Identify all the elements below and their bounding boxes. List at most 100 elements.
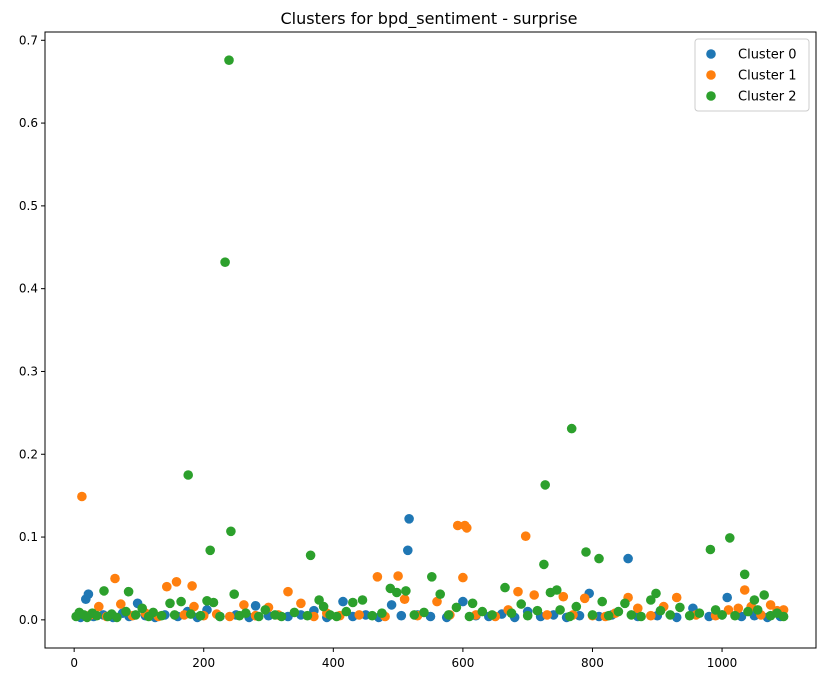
- cluster-0-point: [83, 589, 94, 599]
- cluster-2-point: [540, 480, 550, 490]
- cluster-2-point: [506, 608, 517, 618]
- cluster-2-point: [121, 606, 131, 617]
- y-tick-label: 0.7: [19, 33, 38, 47]
- cluster-2-point: [260, 605, 271, 615]
- cluster-1-point: [432, 596, 442, 607]
- cluster-2-point: [435, 589, 446, 599]
- cluster-2-point: [276, 611, 287, 622]
- y-tick-label: 0.5: [19, 199, 38, 213]
- cluster-2-point: [226, 526, 236, 537]
- cluster-1-point: [77, 491, 87, 502]
- y-tick-label: 0.0: [19, 613, 38, 627]
- cluster-2-point: [99, 586, 109, 596]
- cluster-2-point: [341, 606, 352, 617]
- cluster-2-point: [778, 611, 789, 622]
- cluster-2-point: [655, 605, 666, 616]
- cluster-1-point: [579, 593, 590, 604]
- legend-label: Cluster 2: [738, 90, 797, 105]
- cluster-2-point: [229, 589, 239, 599]
- cluster-1-point: [671, 592, 682, 603]
- legend: Cluster 0 Cluster 1 Cluster 2: [694, 38, 810, 112]
- legend-marker: [706, 49, 716, 59]
- cluster-2-point: [137, 603, 147, 614]
- cluster-2-point: [636, 611, 646, 622]
- cluster-2-point: [555, 605, 565, 615]
- cluster-2-point: [597, 596, 607, 607]
- cluster-1-point: [513, 586, 523, 597]
- cluster-2-point: [603, 610, 614, 621]
- cluster-0-point: [404, 514, 414, 524]
- cluster-2-point: [581, 547, 591, 557]
- cluster-2-point: [613, 606, 624, 617]
- cluster-1-point: [452, 520, 463, 531]
- cluster-2-point: [165, 598, 175, 609]
- cluster-2-point: [208, 597, 219, 608]
- cluster-1-point: [529, 590, 539, 600]
- cluster-2-point: [156, 610, 167, 621]
- cluster-1-point: [94, 601, 104, 612]
- cluster-2-point: [710, 605, 721, 615]
- cluster-2-point: [409, 610, 420, 620]
- cluster-2-point: [759, 590, 769, 600]
- cluster-2-point: [665, 610, 675, 620]
- cluster-1-point: [542, 610, 552, 620]
- cluster-1-point: [733, 603, 744, 614]
- plot-frame: [44, 31, 817, 649]
- cluster-2-point: [651, 588, 661, 599]
- cluster-1-point: [110, 573, 120, 584]
- cluster-2-point: [467, 598, 478, 609]
- cluster-1-point: [458, 572, 468, 583]
- cluster-2-point: [130, 610, 141, 620]
- cluster-1-point: [393, 571, 403, 581]
- cluster-2-point: [717, 610, 727, 620]
- cluster-2-point: [215, 611, 225, 622]
- cluster-2-point: [743, 606, 753, 617]
- y-tick-label: 0.1: [19, 530, 38, 544]
- chart-title: Clusters for bpd_sentiment - surprise: [280, 9, 577, 29]
- cluster-0-point: [250, 601, 261, 611]
- y-tick-label: 0.6: [19, 116, 38, 130]
- cluster-2-point: [451, 602, 462, 613]
- legend-box: [694, 38, 810, 112]
- y-tick-label: 0.3: [19, 364, 38, 378]
- cluster-2-point: [357, 595, 368, 605]
- cluster-2-point: [224, 55, 234, 65]
- cluster-1-point: [558, 591, 569, 602]
- x-tick-label: 800: [581, 656, 604, 670]
- cluster-2-point: [289, 607, 300, 618]
- cluster-2-point: [401, 586, 411, 596]
- cluster-2-point: [725, 533, 735, 543]
- cluster-1-point: [765, 600, 776, 610]
- cluster-1-point: [171, 577, 182, 587]
- cluster-1-point: [162, 581, 172, 592]
- cluster-2-point: [443, 610, 454, 620]
- cluster-2-point: [587, 610, 598, 620]
- y-tick-label: 0.4: [19, 282, 38, 296]
- cluster-2-point: [684, 610, 695, 621]
- cluster-0-point: [386, 600, 397, 610]
- cluster-0-point: [722, 592, 732, 603]
- cluster-0-point: [458, 596, 468, 607]
- cluster-2-point: [626, 610, 637, 620]
- cluster-2-point: [348, 597, 358, 608]
- legend-marker: [706, 91, 716, 101]
- cluster-2-point: [427, 572, 437, 582]
- cluster-2-point: [749, 595, 760, 605]
- cluster-1-point: [633, 603, 643, 614]
- cluster-2-point: [169, 610, 180, 620]
- cluster-2-point: [532, 605, 543, 616]
- points-layer: [71, 55, 789, 623]
- cluster-0-point: [403, 545, 413, 556]
- cluster-2-point: [477, 606, 488, 617]
- cluster-2-point: [552, 585, 562, 595]
- cluster-2-point: [318, 601, 329, 612]
- cluster-2-point: [419, 607, 429, 618]
- cluster-2-point: [594, 553, 604, 564]
- cluster-2-point: [487, 610, 497, 620]
- cluster-2-point: [92, 610, 102, 621]
- cluster-1-point: [116, 599, 126, 609]
- cluster-1-point: [239, 600, 249, 610]
- cluster-2-point: [566, 423, 577, 434]
- cluster-1-point: [462, 523, 472, 533]
- cluster-2-point: [241, 608, 251, 618]
